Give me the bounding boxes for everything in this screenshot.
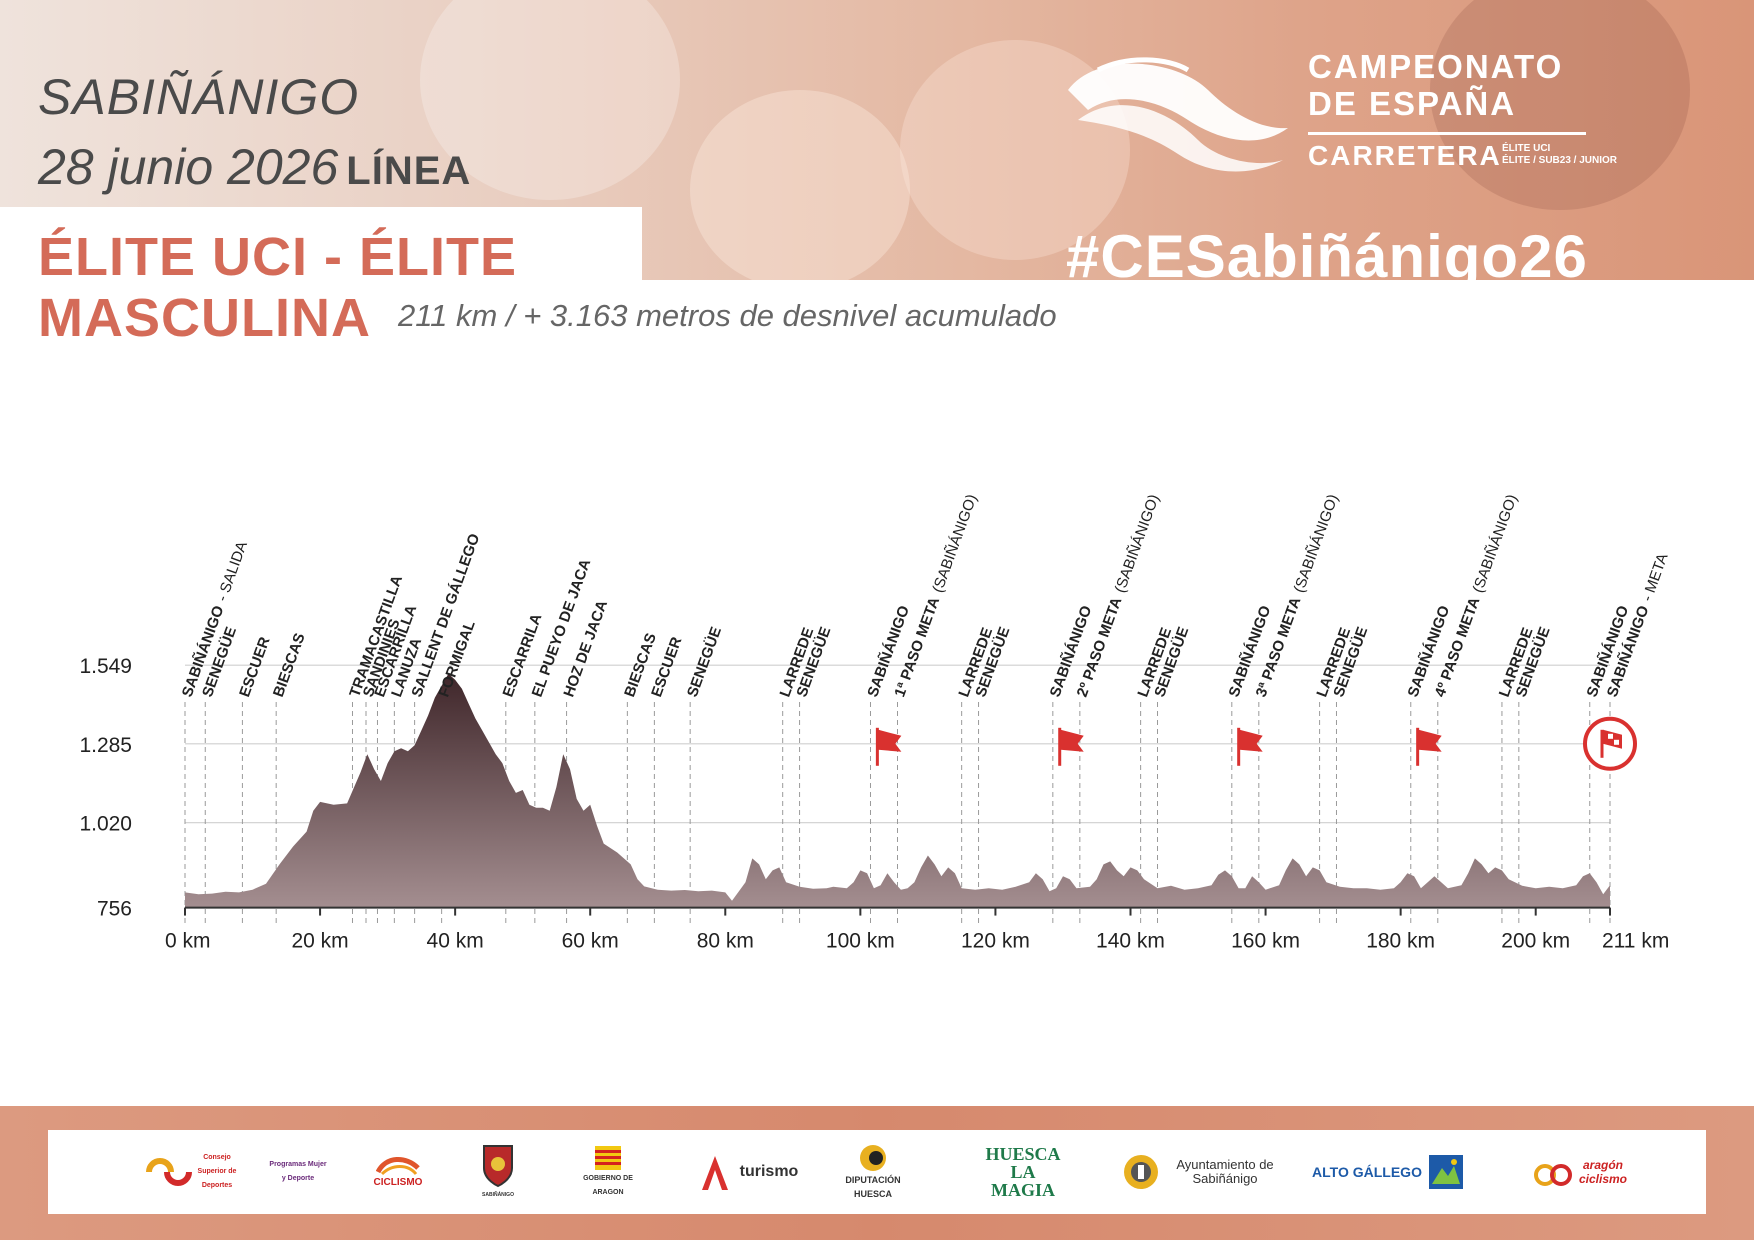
x-tick-labels: 0 km 20 km 40 km 60 km 80 km 100 km 120 km 140 … xyxy=(165,930,1669,953)
aragon-flag-icon xyxy=(595,1146,621,1170)
ciclismo-text: aragón ciclismo xyxy=(1578,1158,1628,1186)
rfec-text: CICLISMO xyxy=(373,1177,423,1188)
ayuntamiento-logo: Ayuntamiento de Sabiñánigo xyxy=(1118,1130,1288,1214)
shield-icon xyxy=(483,1145,513,1188)
aragon-ciclismo-logo: aragón ciclismo xyxy=(1518,1130,1648,1214)
x-tick-label: 80 km xyxy=(697,930,754,953)
waypoint-note: (SABIÑÁNIGO) xyxy=(1112,492,1163,595)
axes xyxy=(184,906,1611,916)
y-tick-labels: 756 1.020 1.285 1.549 xyxy=(79,655,132,920)
championship-divider xyxy=(1308,132,1586,135)
ayuntamiento-icon xyxy=(1124,1155,1158,1189)
race-date: 28 junio 2026 LÍNEA xyxy=(38,138,471,196)
shield-text: SABIÑÁNIGO xyxy=(482,1192,514,1198)
x-tick-label: 140 km xyxy=(1096,930,1165,953)
waypoint-note: (SABIÑÁNIGO) xyxy=(1470,492,1521,595)
y-tick-label: 1.020 xyxy=(79,813,132,836)
header-banner: SABIÑÁNIGO 28 junio 2026 LÍNEA CAMPEONATO… xyxy=(0,0,1754,280)
background-photo-shape xyxy=(690,90,910,280)
championship-logo-icon xyxy=(1068,57,1288,172)
elevation-profile-area xyxy=(185,673,1610,908)
x-tick-label: 0 km xyxy=(165,930,211,953)
paso-meta-flag-icon xyxy=(1058,727,1084,766)
date-text: 28 junio 2026 xyxy=(38,139,339,195)
comarca-icon xyxy=(1428,1155,1463,1189)
y-tick-label: 1.285 xyxy=(79,734,132,757)
hashtag: #CESabiñánigo26 xyxy=(1066,223,1588,280)
finish-flag-icon xyxy=(1583,716,1637,771)
csd-icon xyxy=(146,1158,192,1186)
waypoint-name: ESCUER xyxy=(236,635,273,700)
x-tick-label: 120 km xyxy=(961,930,1030,953)
alto-gallego-logo: ALTO GÁLLEGO xyxy=(1308,1130,1468,1214)
paso-meta-flag-icon xyxy=(875,727,902,766)
elevation-profile-chart: 756 1.020 1.285 1.549 0 km 20 km 40 km 60 km 80… xyxy=(79,492,1672,953)
race-type: LÍNEA xyxy=(346,149,472,193)
championship-title: CAMPEONATO xyxy=(1308,48,1564,85)
championship-sub-1: ÉLITE UCI xyxy=(1502,143,1551,154)
gobierno-aragon-logo: GOBIERNO DE ARAGON xyxy=(568,1130,648,1214)
paso-meta-flag-icon xyxy=(1237,727,1263,766)
championship-categories: ÉLITE UCI ÉLITE / SUB23 / JUNIOR xyxy=(1502,143,1617,167)
sabinanigo-shield: SABIÑÁNIGO xyxy=(463,1130,533,1214)
waypoint-note: - SALIDA xyxy=(214,539,251,604)
y-tick-label: 756 xyxy=(97,898,132,921)
x-tick-label: 100 km xyxy=(826,930,895,953)
paso-meta-flag-icon xyxy=(1416,727,1442,766)
x-tick-label: 180 km xyxy=(1366,930,1435,953)
ayuntamiento-text: Ayuntamiento de Sabiñánigo xyxy=(1176,1157,1274,1186)
championship-title-2: DE ESPAÑA xyxy=(1308,85,1517,122)
diputacion-text: DIPUTACIÓN HUESCA xyxy=(845,1175,901,1199)
waypoint-note: - META xyxy=(1639,551,1672,604)
csd-logo: Consejo Superior de Deportes xyxy=(138,1130,248,1214)
flags xyxy=(875,716,1637,771)
diputacion-icon xyxy=(860,1145,886,1171)
city-name: SABIÑÁNIGO xyxy=(38,69,360,125)
rfec-icon xyxy=(376,1157,420,1176)
background-photo-shape xyxy=(420,0,680,200)
x-tick-label: 211 km xyxy=(1602,930,1669,953)
diputacion-huesca-logo: DIPUTACIÓN HUESCA xyxy=(823,1130,923,1214)
waypoint-label: ESCUER xyxy=(236,635,273,700)
championship-discipline: CARRETERA xyxy=(1308,140,1502,171)
huesca-la-magia-logo: HUESCA LA MAGIA xyxy=(968,1130,1078,1214)
x-tick-label: 20 km xyxy=(291,930,348,953)
rfec-logo: CICLISMO xyxy=(348,1130,448,1214)
x-tick-label: 200 km xyxy=(1501,930,1570,953)
ciclismo-icon xyxy=(1534,1164,1572,1186)
distance-subtitle: 211 km / + 3.163 metros de desnivel acum… xyxy=(398,298,1057,333)
gobierno-text: GOBIERNO DE ARAGON xyxy=(583,1175,633,1196)
turismo-text: turismo xyxy=(739,1163,799,1180)
ministerio-logo: Programas Mujer y Deporte xyxy=(258,1130,338,1214)
sponsor-bar: Consejo Superior de Deportes Programas M… xyxy=(48,1130,1706,1214)
background-photo-shape xyxy=(1430,0,1690,210)
waypoint-note: (SABIÑÁNIGO) xyxy=(929,492,980,595)
x-tick-label: 160 km xyxy=(1231,930,1300,953)
huesca-text: HUESCA LA MAGIA xyxy=(985,1144,1061,1200)
category-title: ÉLITE UCI - ÉLITE xyxy=(38,227,518,287)
category-panel xyxy=(0,207,642,280)
category-title-2: MASCULINA xyxy=(38,288,371,348)
csd-text: Consejo Superior de Deportes xyxy=(197,1154,237,1189)
y-tick-label: 1.549 xyxy=(79,655,132,678)
waypoint-name: SENEGÜE xyxy=(684,625,725,700)
aragon-a-icon xyxy=(701,1156,728,1190)
waypoint-note: (SABIÑÁNIGO) xyxy=(1291,492,1342,595)
waypoint-name-text: ESCUER xyxy=(236,635,273,700)
waypoint-name-text: SENEGÜE xyxy=(684,625,725,700)
x-tick-label: 60 km xyxy=(562,930,619,953)
alto-gallego-text: ALTO GÁLLEGO xyxy=(1312,1164,1422,1180)
x-tick-label: 40 km xyxy=(427,930,484,953)
aragon-turismo-logo: turismo xyxy=(688,1130,808,1214)
ministerio-text: Programas Mujer y Deporte xyxy=(269,1161,327,1182)
championship-sub-2: ÉLITE / SUB23 / JUNIOR xyxy=(1502,155,1618,166)
waypoint-label: SENEGÜE xyxy=(684,625,725,700)
